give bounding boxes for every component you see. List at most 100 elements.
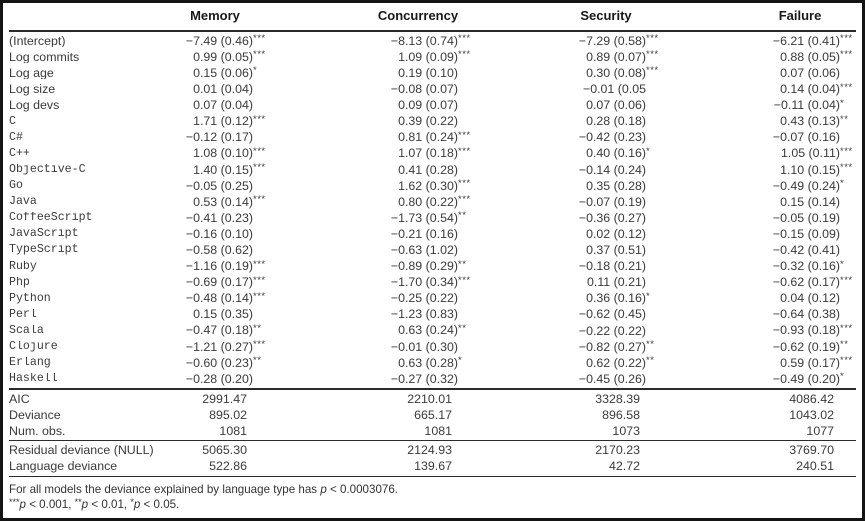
- coef-cell: 1.07 (0.18)***: [269, 147, 474, 160]
- deviance-rows: Residual deviance (NULL) 5065.30 2124.93 21…: [9, 442, 856, 474]
- coef-value: −0.89 (0.29): [390, 259, 458, 274]
- significance-stars: **: [646, 339, 655, 351]
- significance-stars: *: [253, 65, 258, 77]
- stat-value: 665.17: [414, 408, 452, 422]
- coef-value: 0.15 (0.14): [780, 194, 840, 209]
- coef-value: −0.49 (0.24): [772, 178, 840, 193]
- significance-stars: ***: [458, 145, 471, 157]
- significance-stars: *: [646, 290, 651, 302]
- coef-value: −1.23 (0.83): [390, 307, 458, 322]
- stat-value: 2991.47: [202, 391, 247, 406]
- coef-value: 0.88 (0.05): [780, 49, 840, 64]
- coef-value: 0.07 (0.06): [780, 66, 840, 81]
- coef-value: −7.49 (0.46): [185, 33, 253, 48]
- coef-cell: −7.49 (0.46)***: [173, 33, 269, 48]
- row-label: JavaScript: [9, 228, 79, 240]
- footnote-text: < 0.0003076.: [326, 482, 399, 496]
- significance-stars: ***: [840, 162, 853, 174]
- significance-stars: ***: [840, 33, 853, 45]
- coef-cell: 0.88 (0.05)***: [662, 49, 856, 64]
- coef-value: 0.07 (0.06): [586, 98, 646, 113]
- coef-value: 0.19 (0.10): [398, 66, 458, 81]
- footnote-text: < 0.001,: [25, 498, 75, 512]
- coef-cell: 1.05 (0.11)***: [662, 147, 856, 160]
- coef-value: 0.15 (0.06): [193, 65, 253, 80]
- coef-cell: 0.62 (0.22)**: [474, 356, 662, 370]
- significance-stars: ***: [458, 194, 471, 206]
- coef-value: −0.08 (0.07): [390, 82, 458, 97]
- row-label: CoffeeScript: [9, 212, 93, 224]
- coef-cell: 1.62 (0.30)***: [269, 179, 474, 193]
- table-row: JavaScript −0.16 (0.10) −0.21 (0.16) 0.02 (…: [9, 226, 856, 242]
- stat-value: 2170.23: [595, 443, 640, 458]
- table-row: Residual deviance (NULL) 5065.30 2124.93 21…: [9, 442, 856, 458]
- table-header-row: Memory Concurrency Security Failure: [9, 3, 856, 29]
- table-row: Language deviance 522.86 139.67 42.72 240.51: [9, 458, 856, 474]
- coef-value: 0.40 (0.16): [586, 146, 646, 161]
- coef-value: −0.47 (0.18): [185, 323, 253, 338]
- coef-value: −0.05 (0.25): [185, 178, 253, 193]
- footnote-text: p: [133, 498, 141, 512]
- coef-value: 1.07 (0.18): [398, 146, 458, 161]
- significance-stars: ***: [253, 274, 266, 286]
- column-header-concurrency: Concurrency: [269, 9, 474, 22]
- stat-value: 5065.30: [202, 443, 247, 458]
- bottom-rule: [9, 475, 856, 477]
- coef-value: 0.02 (0.12): [586, 226, 646, 241]
- coef-value: 1.09 (0.09): [398, 49, 458, 64]
- coef-value: −6.21 (0.41): [772, 33, 840, 48]
- coef-cell: −0.01 (0.30): [269, 340, 474, 353]
- stat-value: 139.67: [414, 459, 452, 474]
- coef-cell: −0.32 (0.16)*: [662, 260, 856, 273]
- column-header-failure: Failure: [662, 9, 856, 22]
- coef-cell: 0.07 (0.06): [474, 98, 662, 113]
- coef-cell: 1.08 (0.10)***: [173, 147, 269, 160]
- coef-value: −0.15 (0.09): [772, 226, 840, 241]
- stat-value: 895.02: [209, 408, 247, 422]
- coef-cell: −0.49 (0.20)*: [662, 371, 856, 386]
- row-label: Deviance: [9, 409, 61, 422]
- stat-cell: 1073: [474, 425, 662, 438]
- midrule-stats-deviance: [9, 440, 856, 442]
- coef-value: −0.22 (0.22): [578, 323, 646, 338]
- coef-cell: 0.07 (0.06): [662, 66, 856, 81]
- coef-value: 0.63 (0.24): [398, 323, 458, 338]
- column-header-memory: Memory: [173, 9, 269, 22]
- coef-cell: −0.62 (0.45): [474, 308, 662, 321]
- column-header-label: Failure: [778, 8, 822, 24]
- footnote-significance: ***p < 0.001, **p < 0.01, *p < 0.05.: [9, 497, 856, 514]
- stat-value: 522.86: [209, 459, 247, 474]
- coef-cell: −0.01 (0.05: [474, 83, 662, 96]
- significance-stars: ***: [840, 81, 853, 93]
- significance-stars: *: [458, 355, 463, 367]
- table-row: Deviance 895.02 665.17 896.58 1043.02: [9, 407, 856, 423]
- coef-cell: 0.63 (0.24)**: [269, 324, 474, 337]
- coef-cell: −0.27 (0.32): [269, 372, 474, 385]
- coef-cell: −0.42 (0.23): [474, 131, 662, 144]
- column-header-security: Security: [474, 9, 662, 22]
- row-label: Php: [9, 276, 30, 289]
- significance-stars: ***: [840, 145, 853, 157]
- coef-value: 0.59 (0.17): [780, 355, 840, 370]
- coef-cell: 0.14 (0.04)***: [662, 83, 856, 96]
- table-row: Ruby −1.16 (0.19)*** −0.89 (0.29)** −0.18 (…: [9, 258, 856, 274]
- stat-value: 42.72: [608, 459, 640, 474]
- significance-stars: ***: [646, 33, 659, 45]
- coef-value: −0.28 (0.20): [185, 371, 253, 386]
- stat-value: 1077: [806, 424, 834, 439]
- table-row: Log devs 0.07 (0.04) 0.09 (0.07) 0.07 (0.06…: [9, 97, 856, 113]
- coef-cell: −0.05 (0.25): [173, 178, 269, 193]
- coef-cell: 0.80 (0.22)***: [269, 194, 474, 209]
- table-row: Log age 0.15 (0.06)* 0.19 (0.10) 0.30 (0.08…: [9, 65, 856, 81]
- coef-cell: 0.36 (0.16)*: [474, 292, 662, 305]
- footnote-text: *: [130, 497, 134, 508]
- significance-stars: *: [840, 371, 845, 383]
- stat-cell: 2170.23: [474, 443, 662, 458]
- coef-cell: −0.36 (0.27): [474, 211, 662, 224]
- coef-value: −0.63 (1.02): [390, 243, 458, 258]
- coef-value: 0.15 (0.35): [193, 307, 253, 322]
- coef-cell: 0.89 (0.07)***: [474, 50, 662, 64]
- significance-stars: *: [840, 178, 845, 190]
- coef-cell: −7.29 (0.58)***: [474, 33, 662, 48]
- coef-cell: −0.58 (0.62): [173, 244, 269, 257]
